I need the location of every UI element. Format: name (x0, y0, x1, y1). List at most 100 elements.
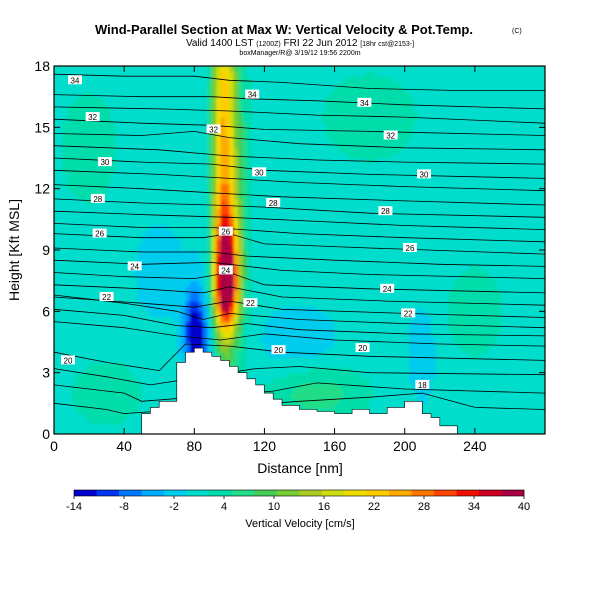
velocity-cell (277, 183, 283, 190)
velocity-cell (110, 96, 116, 103)
velocity-cell (106, 86, 112, 93)
velocity-cell (198, 285, 204, 292)
velocity-cell (102, 408, 108, 415)
velocity-cell (246, 306, 252, 312)
velocity-cell (137, 219, 143, 226)
velocity-cell (181, 209, 187, 215)
velocity-cell (229, 285, 235, 292)
velocity-cell (325, 367, 331, 374)
velocity-cell (110, 91, 116, 98)
velocity-cell (352, 265, 358, 272)
velocity-cell (242, 71, 248, 77)
velocity-cell (308, 152, 314, 159)
velocity-cell (264, 250, 270, 256)
velocity-cell (220, 183, 226, 190)
velocity-cell (58, 214, 64, 220)
velocity-cell (303, 393, 309, 399)
velocity-cell (299, 331, 305, 338)
velocity-cell (286, 301, 292, 307)
velocity-cell (172, 229, 178, 236)
velocity-cell (71, 214, 77, 220)
velocity-cell (163, 183, 169, 190)
velocity-cell (308, 188, 314, 195)
velocity-cell (115, 183, 121, 190)
velocity-cell (115, 229, 121, 236)
velocity-cell (347, 326, 353, 333)
velocity-cell (97, 209, 103, 215)
velocity-cell (198, 147, 204, 154)
velocity-cell (268, 285, 274, 292)
velocity-cell (299, 280, 305, 287)
velocity-cell (242, 270, 248, 277)
velocity-cell (352, 117, 358, 123)
velocity-cell (260, 76, 266, 82)
velocity-cell (246, 244, 252, 251)
velocity-cell (58, 76, 64, 82)
velocity-cell (119, 250, 125, 256)
velocity-cell (238, 224, 244, 231)
velocity-cell (295, 393, 301, 399)
velocity-cell (338, 204, 344, 210)
velocity-cell (260, 183, 266, 190)
velocity-cell (281, 117, 287, 123)
velocity-cell (89, 296, 95, 302)
velocity-cell (62, 393, 68, 399)
velocity-cell (150, 71, 156, 77)
velocity-cell (102, 81, 108, 88)
velocity-cell (58, 66, 64, 72)
velocity-cell (312, 158, 318, 164)
velocity-cell (264, 321, 270, 328)
velocity-cell (75, 91, 81, 98)
velocity-cell (325, 71, 331, 77)
velocity-cell (194, 250, 200, 256)
velocity-cell (189, 321, 195, 328)
velocity-cell (159, 101, 165, 108)
velocity-cell (303, 122, 309, 128)
velocity-cell (260, 270, 266, 277)
velocity-cell (54, 168, 59, 174)
velocity-cell (159, 388, 165, 394)
velocity-cell (167, 336, 173, 343)
velocity-cell (106, 117, 112, 123)
velocity-cell (286, 106, 292, 113)
velocity-cell (330, 132, 336, 139)
velocity-cell (334, 117, 340, 123)
velocity-cell (119, 96, 125, 103)
velocity-cell (330, 362, 336, 369)
velocity-cell (229, 198, 235, 205)
velocity-cell (194, 183, 200, 190)
velocity-cell (80, 347, 86, 353)
velocity-cell (312, 260, 318, 266)
velocity-cell (198, 280, 204, 287)
velocity-cell (115, 393, 121, 399)
velocity-cell (54, 81, 59, 88)
velocity-cell (238, 352, 244, 358)
velocity-cell (343, 311, 349, 318)
velocity-cell (238, 255, 244, 261)
velocity-cell (132, 413, 138, 420)
velocity-cell (229, 178, 235, 185)
velocity-cell (299, 193, 305, 200)
velocity-cell (277, 244, 283, 251)
velocity-cell (176, 219, 182, 226)
velocity-cell (260, 147, 266, 154)
velocity-cell (338, 188, 344, 195)
velocity-cell (260, 321, 266, 328)
velocity-cell (242, 66, 248, 72)
velocity-cell (58, 423, 64, 430)
velocity-cell (189, 147, 195, 154)
velocity-cell (290, 76, 296, 82)
velocity-cell (207, 96, 213, 103)
velocity-cell (128, 275, 134, 282)
velocity-cell (54, 214, 59, 220)
velocity-cell (255, 106, 261, 113)
velocity-cell (141, 188, 147, 195)
velocity-cell (124, 408, 130, 415)
velocity-cell (146, 127, 152, 134)
velocity-cell (277, 321, 283, 328)
velocity-cell (97, 418, 103, 425)
velocity-cell (286, 250, 292, 256)
velocity-cell (132, 163, 138, 169)
velocity-cell (277, 91, 283, 98)
velocity-cell (58, 173, 64, 180)
